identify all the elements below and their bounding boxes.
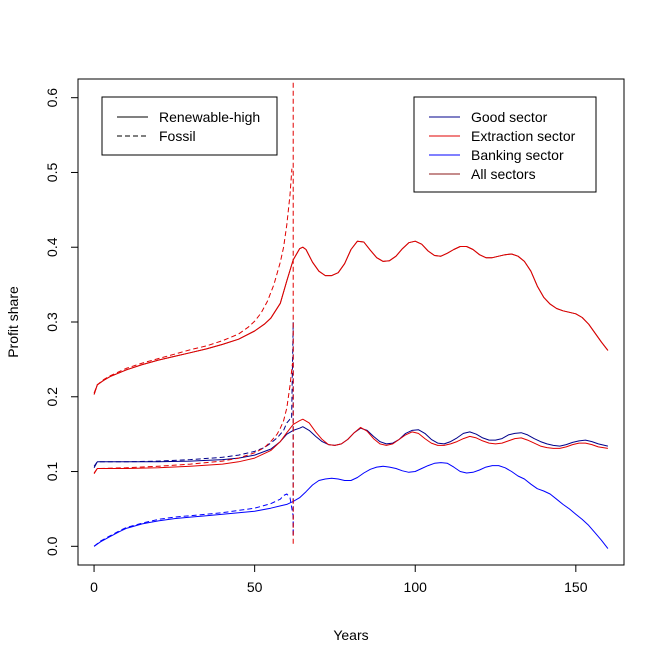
series-layer — [93, 82, 609, 549]
legend-label-fossil: Fossil — [159, 128, 196, 144]
y-axis: 0.0 0.1 0.2 0.3 0.4 0.5 0.6 — [44, 88, 79, 556]
y-tick-label: 0.2 — [44, 387, 60, 407]
legend-sectors: Good sector Extraction sector Banking se… — [413, 96, 597, 193]
y-tick-label: 0.4 — [44, 237, 60, 257]
legend-scenario: Renewable-high Fossil — [101, 96, 278, 156]
legend-sectors-box — [413, 96, 597, 193]
y-tick-label: 0.0 — [44, 536, 60, 556]
y-tick-label: 0.3 — [44, 312, 60, 332]
series-line-fossil_bank — [93, 493, 294, 547]
legend-scenario-box — [101, 96, 278, 156]
x-tick-label: 50 — [247, 579, 263, 595]
series-line-renew_good — [93, 426, 609, 469]
series-line-renew_extr — [93, 418, 608, 475]
y-tick-label: 0.1 — [44, 462, 60, 482]
legend-label-good: Good sector — [471, 109, 548, 125]
series-line-renew_all — [93, 240, 609, 395]
legend-label-renewable-high: Renewable-high — [159, 109, 260, 125]
y-tick-label: 0.6 — [44, 88, 60, 108]
series-line-fossil_good — [93, 321, 294, 536]
legend-label-banking: Banking sector — [471, 147, 564, 163]
x-axis: 0 50 100 150 — [90, 564, 588, 595]
legend-label-extraction: Extraction sector — [471, 128, 576, 144]
x-tick-label: 150 — [564, 579, 588, 595]
series-line-renew_all_red — [93, 240, 609, 395]
x-tick-label: 100 — [404, 579, 428, 595]
legend-label-all: All sectors — [471, 166, 536, 182]
y-axis-label: Profit share — [5, 286, 21, 358]
x-tick-label: 0 — [90, 579, 98, 595]
series-line-fossil_all — [93, 168, 293, 394]
y-tick-label: 0.5 — [44, 163, 60, 183]
series-line-fossil_extr — [93, 363, 293, 474]
x-axis-label: Years — [333, 627, 368, 643]
series-line-renew_bank — [93, 462, 609, 549]
